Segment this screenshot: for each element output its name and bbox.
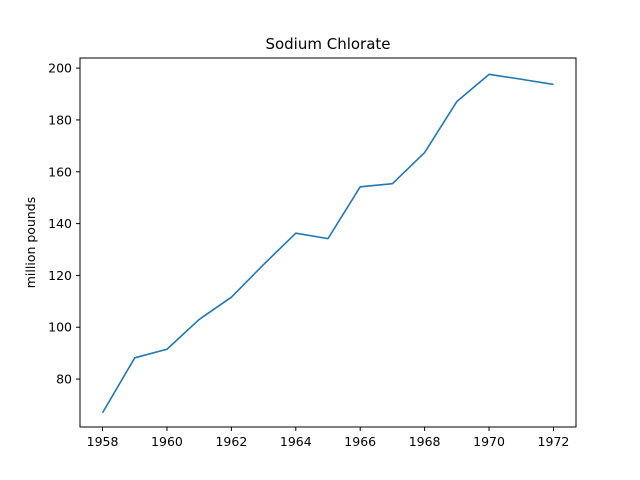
y-tick-label: 120 <box>48 268 72 283</box>
y-tick-label: 180 <box>48 112 72 127</box>
y-tick-label: 160 <box>48 164 72 179</box>
y-tick-label: 80 <box>56 372 72 387</box>
x-tick-label: 1968 <box>409 434 441 449</box>
x-tick-label: 1964 <box>280 434 312 449</box>
x-axis: 1958 1960 1962 1964 1966 1968 1970 1972 <box>87 427 570 449</box>
y-axis: 80 100 120 140 160 180 200 <box>48 61 80 387</box>
x-tick-label: 1960 <box>151 434 183 449</box>
x-tick-label: 1970 <box>473 434 505 449</box>
x-tick-label: 1972 <box>538 434 570 449</box>
x-tick-label: 1962 <box>215 434 247 449</box>
y-axis-label: million pounds <box>23 197 38 289</box>
y-tick-label: 200 <box>48 61 72 76</box>
chart-title: Sodium Chlorate <box>265 35 390 53</box>
y-tick-label: 140 <box>48 216 72 231</box>
x-tick-label: 1966 <box>344 434 376 449</box>
series-line-0 <box>101 73 554 414</box>
y-tick-label: 100 <box>48 320 72 335</box>
plot-frame <box>79 57 577 428</box>
plot-area <box>101 73 554 414</box>
x-tick-label: 1958 <box>87 434 119 449</box>
